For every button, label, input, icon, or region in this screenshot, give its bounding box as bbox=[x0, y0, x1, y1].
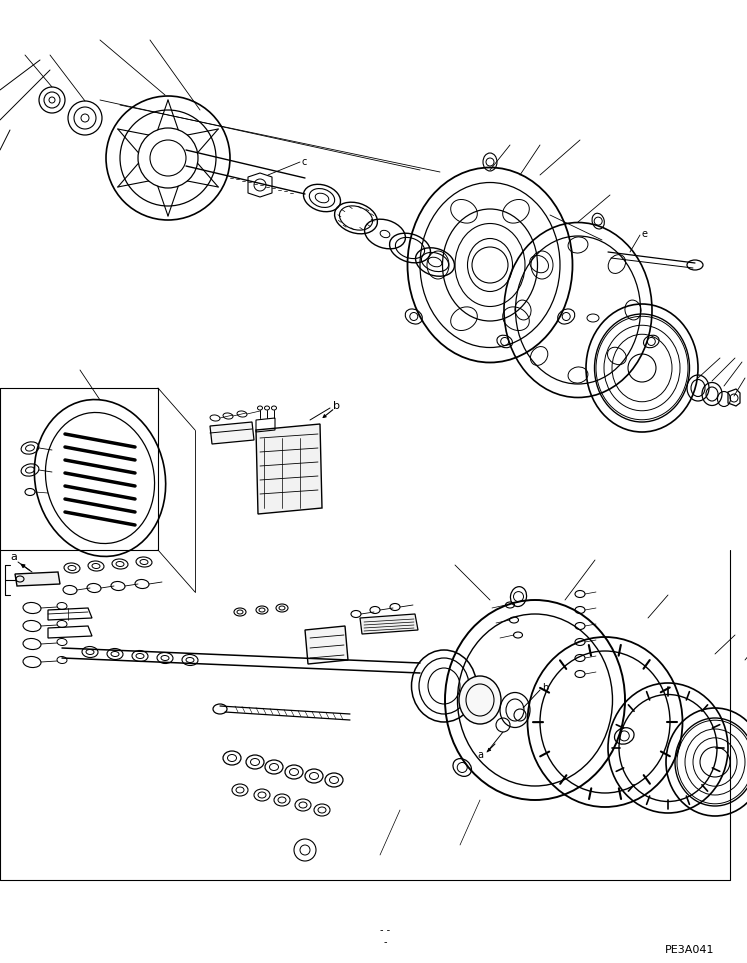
Polygon shape bbox=[256, 424, 322, 514]
Text: PE3A041: PE3A041 bbox=[665, 945, 714, 955]
Text: a: a bbox=[10, 552, 17, 562]
Polygon shape bbox=[210, 422, 254, 444]
Polygon shape bbox=[360, 614, 418, 634]
Text: -: - bbox=[383, 937, 387, 947]
Polygon shape bbox=[305, 626, 348, 664]
Text: - -: - - bbox=[380, 925, 390, 935]
Text: b: b bbox=[542, 683, 548, 693]
Text: e: e bbox=[642, 229, 648, 239]
Text: b: b bbox=[332, 401, 339, 411]
Text: a: a bbox=[477, 750, 483, 760]
Ellipse shape bbox=[459, 676, 501, 724]
Text: c: c bbox=[302, 157, 307, 167]
Polygon shape bbox=[15, 572, 60, 586]
